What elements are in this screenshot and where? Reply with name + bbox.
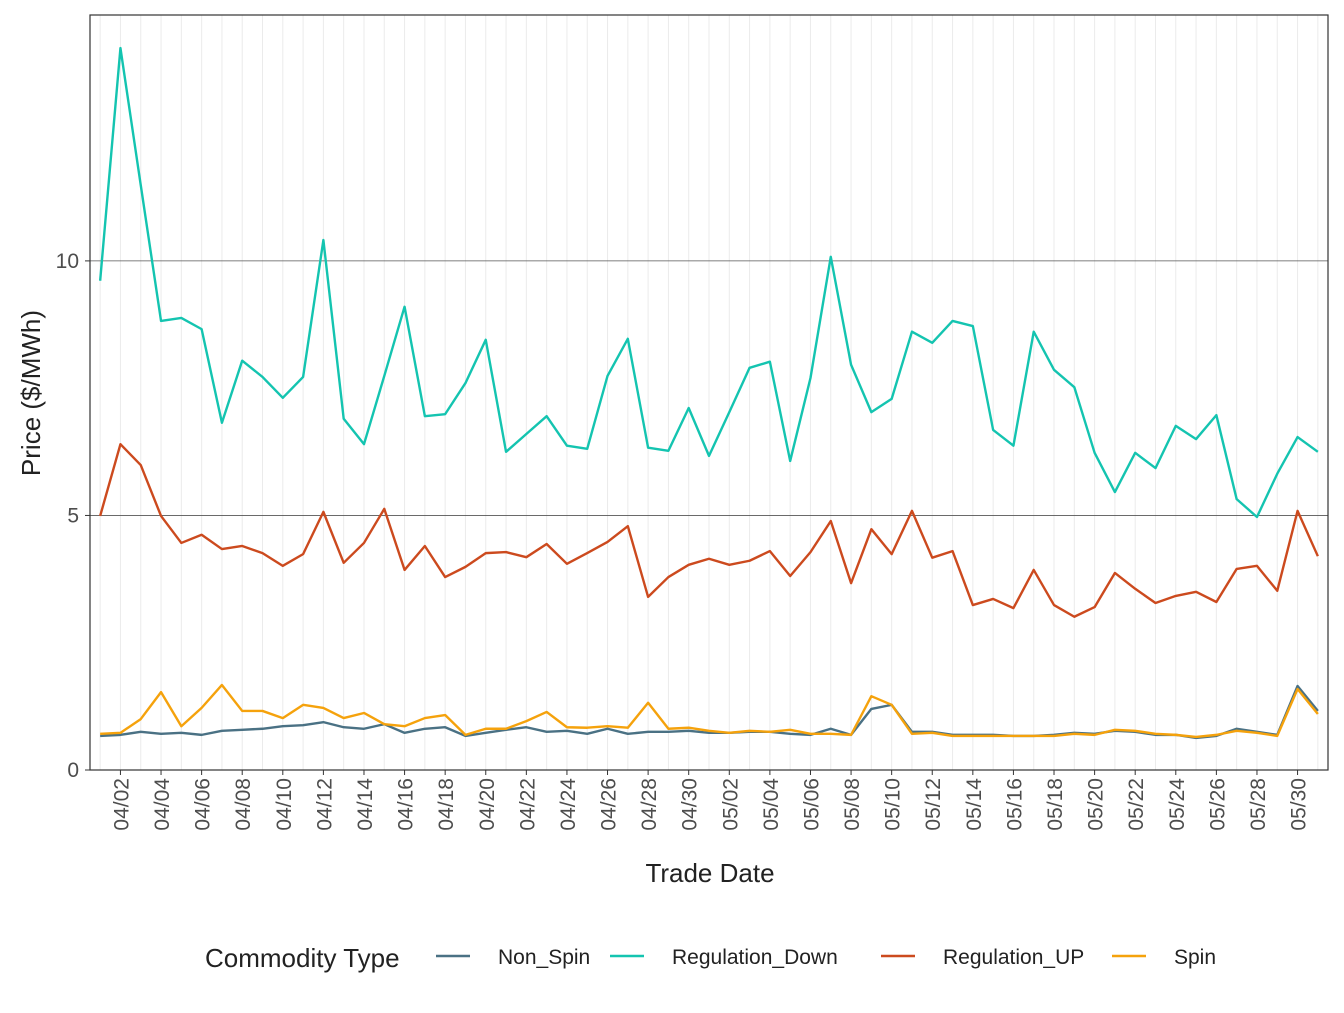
x-tick-label: 05/22 <box>1125 778 1148 831</box>
y-axis-title: Price ($/MWh) <box>16 310 46 476</box>
x-tick-label: 04/20 <box>476 778 499 831</box>
x-tick-label: 05/30 <box>1288 778 1311 831</box>
legend-title: Commodity Type <box>205 943 400 973</box>
x-tick-label: 05/18 <box>1044 778 1067 831</box>
x-tick-label: 04/02 <box>110 778 133 831</box>
x-tick-label: 05/24 <box>1166 778 1189 831</box>
series-line <box>98 442 1319 618</box>
x-tick-label: 04/14 <box>354 778 377 831</box>
x-tick-label: 05/04 <box>760 778 783 831</box>
x-tick-label: 04/04 <box>151 778 174 831</box>
plot-border <box>89 14 1329 771</box>
y-tick-label: 0 <box>67 759 79 782</box>
legend-label: Regulation_Down <box>672 946 838 969</box>
x-tick-label: 04/22 <box>516 778 539 831</box>
y-tick-label: 10 <box>56 250 79 273</box>
x-tick-label: 04/18 <box>435 778 458 831</box>
x-tick-label: 05/10 <box>882 778 905 831</box>
series-line <box>98 46 1319 519</box>
x-tick-label: 05/06 <box>800 778 823 831</box>
x-tick-label: 05/12 <box>922 778 945 831</box>
legend-label: Non_Spin <box>498 946 590 969</box>
x-tick-label: 05/08 <box>841 778 864 831</box>
x-tick-label: 04/16 <box>395 778 418 831</box>
x-tick-label: 05/14 <box>963 778 986 831</box>
x-tick-label: 05/20 <box>1085 778 1108 831</box>
x-tick-label: 04/26 <box>598 778 621 831</box>
x-tick-label: 04/28 <box>638 778 661 831</box>
x-tick-label: 04/06 <box>192 778 215 831</box>
x-tick-label: 05/26 <box>1206 778 1229 831</box>
legend-label: Spin <box>1174 946 1216 969</box>
x-tick-label: 05/02 <box>719 778 742 831</box>
x-tick-label: 05/28 <box>1247 778 1270 831</box>
legend-label: Regulation_UP <box>943 946 1084 969</box>
x-tick-label: 04/08 <box>232 778 255 831</box>
x-tick-label: 04/30 <box>679 778 702 831</box>
series-line <box>100 683 1319 739</box>
x-tick-label: 04/24 <box>557 778 580 831</box>
x-tick-label: 04/10 <box>273 778 296 831</box>
x-axis-title: Trade Date <box>645 858 774 888</box>
y-tick-label: 5 <box>67 504 79 527</box>
x-tick-label: 05/16 <box>1003 778 1026 831</box>
x-tick-label: 04/12 <box>313 778 336 831</box>
